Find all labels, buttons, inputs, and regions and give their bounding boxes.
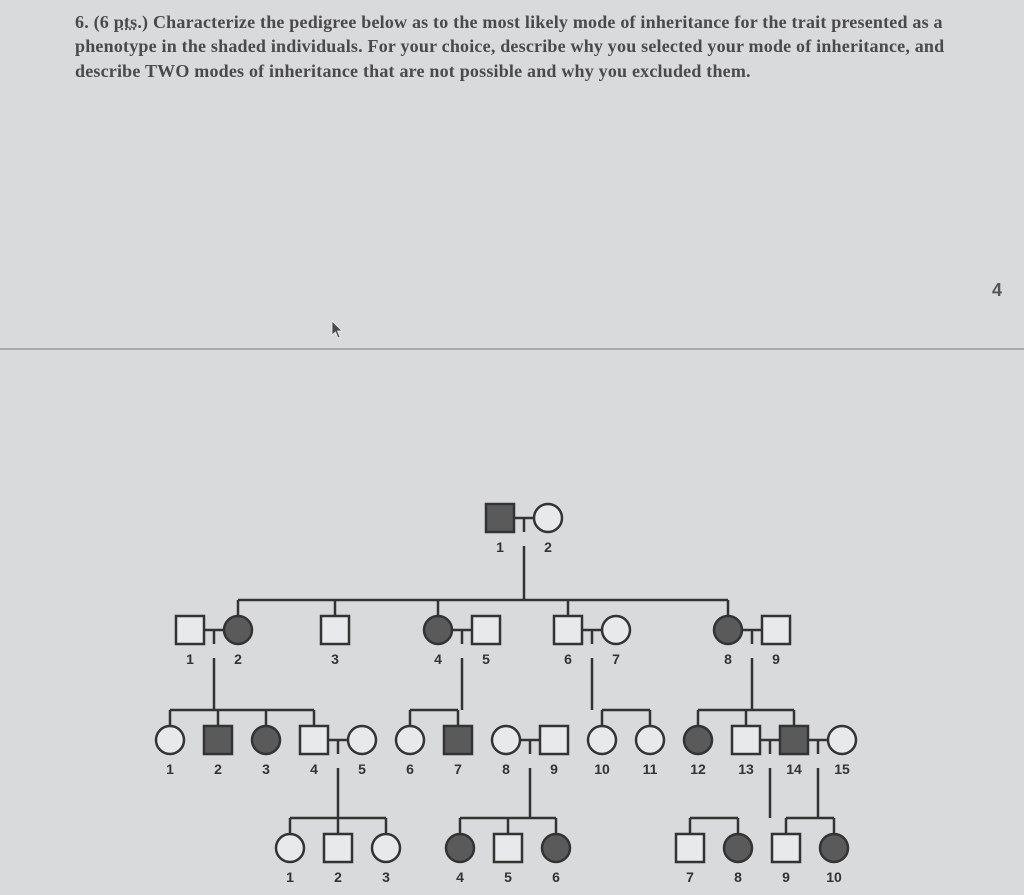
individual-male bbox=[204, 726, 232, 754]
individual-female bbox=[372, 834, 400, 862]
individual-label: 12 bbox=[690, 761, 706, 777]
individual-label: 2 bbox=[234, 651, 242, 667]
individual-male bbox=[472, 616, 500, 644]
individual-male bbox=[494, 834, 522, 862]
individual-female bbox=[348, 726, 376, 754]
page-number: 4 bbox=[992, 280, 1002, 301]
q-body: Characterize the pedigree below as to th… bbox=[75, 12, 944, 81]
individual-male bbox=[324, 834, 352, 862]
question-text: 6. (6 pts.) Characterize the pedigree be… bbox=[0, 0, 1024, 93]
individual-label: 9 bbox=[772, 651, 780, 667]
individual-female bbox=[714, 616, 742, 644]
individual-label: 7 bbox=[612, 651, 620, 667]
individual-label: 1 bbox=[496, 539, 504, 555]
individual-label: 2 bbox=[334, 869, 342, 885]
individual-label: 2 bbox=[214, 761, 222, 777]
individual-label: 4 bbox=[456, 869, 464, 885]
q-number: 6. bbox=[75, 12, 89, 32]
q-points-suffix: .) bbox=[137, 12, 148, 32]
individual-male bbox=[486, 504, 514, 532]
individual-female bbox=[156, 726, 184, 754]
individual-label: 8 bbox=[724, 651, 732, 667]
individual-male bbox=[780, 726, 808, 754]
individual-label: 6 bbox=[564, 651, 572, 667]
individual-label: 1 bbox=[186, 651, 194, 667]
individual-label: 8 bbox=[734, 869, 742, 885]
individual-label: 5 bbox=[504, 869, 512, 885]
individual-male bbox=[554, 616, 582, 644]
individual-label: 13 bbox=[738, 761, 754, 777]
q-points-word: pts bbox=[114, 12, 138, 32]
individual-male bbox=[732, 726, 760, 754]
individual-female bbox=[602, 616, 630, 644]
individual-label: 3 bbox=[331, 651, 339, 667]
horizontal-divider bbox=[0, 348, 1024, 350]
individual-label: 6 bbox=[552, 869, 560, 885]
individual-label: 3 bbox=[262, 761, 270, 777]
individual-female bbox=[588, 726, 616, 754]
individual-female bbox=[534, 504, 562, 532]
individual-male bbox=[300, 726, 328, 754]
individual-label: 1 bbox=[166, 761, 174, 777]
individual-female bbox=[684, 726, 712, 754]
individual-female bbox=[828, 726, 856, 754]
individual-label: 3 bbox=[382, 869, 390, 885]
individual-label: 15 bbox=[834, 761, 850, 777]
individual-female bbox=[492, 726, 520, 754]
cursor-icon bbox=[330, 320, 346, 345]
individual-label: 4 bbox=[434, 651, 442, 667]
pedigree-chart: 1212345678912345678910111213141512345678… bbox=[130, 490, 900, 890]
individual-label: 9 bbox=[782, 869, 790, 885]
individual-female bbox=[276, 834, 304, 862]
individual-label: 10 bbox=[594, 761, 610, 777]
individual-female bbox=[424, 616, 452, 644]
individual-label: 1 bbox=[286, 869, 294, 885]
individual-male bbox=[772, 834, 800, 862]
individual-female bbox=[224, 616, 252, 644]
individual-female bbox=[252, 726, 280, 754]
individual-label: 7 bbox=[454, 761, 462, 777]
individual-label: 5 bbox=[482, 651, 490, 667]
individual-female bbox=[820, 834, 848, 862]
individual-label: 10 bbox=[826, 869, 842, 885]
individual-male bbox=[762, 616, 790, 644]
individual-label: 11 bbox=[643, 761, 658, 777]
individual-label: 6 bbox=[406, 761, 414, 777]
q-points-prefix: (6 bbox=[94, 12, 114, 32]
individual-female bbox=[636, 726, 664, 754]
individual-female bbox=[724, 834, 752, 862]
individual-label: 14 bbox=[786, 761, 802, 777]
individual-label: 4 bbox=[310, 761, 318, 777]
individual-label: 8 bbox=[502, 761, 510, 777]
individual-male bbox=[540, 726, 568, 754]
individual-label: 7 bbox=[686, 869, 694, 885]
individual-label: 9 bbox=[550, 761, 558, 777]
individual-female bbox=[446, 834, 474, 862]
individual-male bbox=[676, 834, 704, 862]
individual-label: 2 bbox=[544, 539, 552, 555]
individual-label: 5 bbox=[358, 761, 366, 777]
individual-male bbox=[321, 616, 349, 644]
individual-male bbox=[176, 616, 204, 644]
individual-female bbox=[396, 726, 424, 754]
individual-female bbox=[542, 834, 570, 862]
individual-male bbox=[444, 726, 472, 754]
